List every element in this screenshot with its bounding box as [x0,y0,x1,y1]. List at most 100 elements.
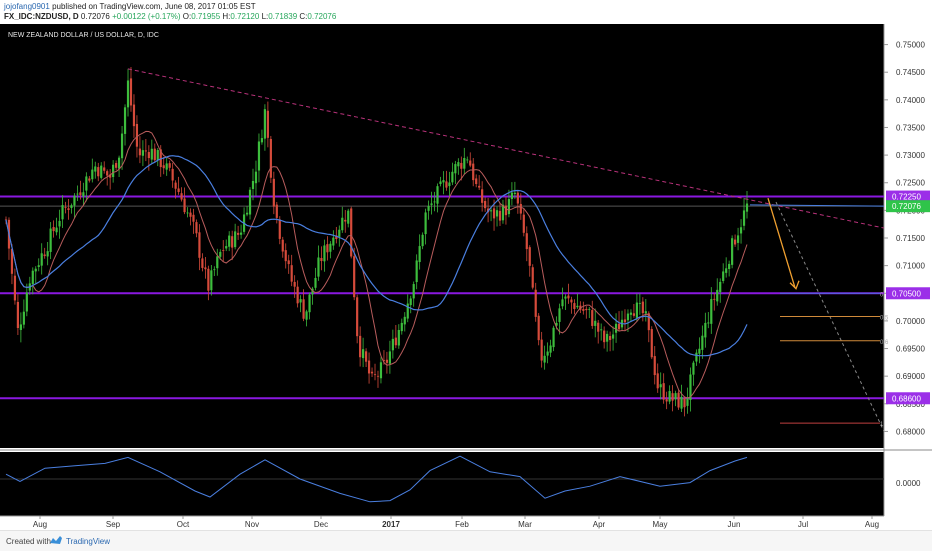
candle-body [522,214,525,233]
candle-body [73,195,76,206]
ma-slow-line [5,155,748,357]
oscillator-pane[interactable] [0,452,884,516]
candle-body [159,149,162,168]
candle-body [207,268,210,291]
candle-body [650,329,653,358]
price-tick-label: 0.71500 [896,234,925,243]
candle-body [534,289,537,317]
candle-body [356,297,359,337]
candle-body [278,219,281,239]
candle-body [64,207,67,208]
candle-body [504,205,508,216]
fib-level-label: 0.6 [880,340,889,346]
price-tick-label: 0.72500 [896,179,925,188]
candle-body [528,247,531,266]
candle-body [516,192,519,204]
candle-body [305,311,308,320]
time-tick-label: Jul [798,520,808,529]
tradingview-brand[interactable]: TradingView [66,537,111,546]
candle-body [677,392,680,408]
candle-body [603,330,606,343]
high-value: 0.72120 [230,12,260,21]
fib-level-label: 1 [880,422,884,428]
candle-body [400,322,403,332]
candle-body [370,371,374,374]
time-tick-label: Aug [865,520,879,529]
candle-body [382,360,386,361]
candle-body [489,210,493,212]
candle-body [745,203,749,212]
candle-body [722,271,725,282]
candle-body [171,168,174,181]
price-tick-label: 0.69000 [896,372,925,381]
oscillator: 0.0000 [0,455,921,503]
price-axis[interactable] [884,24,932,516]
candle-body [710,299,713,324]
footer-bar: Created with TradingView [0,530,932,551]
candle-body [698,348,701,354]
candle-body [338,229,341,238]
candle-body [180,193,183,200]
candle-body [4,219,8,221]
chart-canvas[interactable]: NEW ZEALAND DOLLAR / US DOLLAR, D, IDC 0… [0,24,932,530]
candle-body [445,181,448,188]
price-badge [886,200,930,213]
candle-body [686,398,689,406]
candle-body [373,374,377,376]
candle-body [564,296,567,299]
candle-body [576,305,579,308]
candle-body [707,322,710,324]
candle-body [177,188,180,192]
price-change: +0.00122 (+0.17%) [112,12,181,21]
candle-body [22,311,25,325]
chart-header: jojofang0901 published on TradingView.co… [0,0,932,24]
candle-body [478,185,481,188]
candle-body [692,362,695,375]
price-tick-label: 0.71000 [896,262,925,271]
candle-body [311,288,314,295]
candle-body [728,263,731,270]
candle-body [725,268,728,273]
price-badge [886,190,930,203]
candle-body [231,236,234,248]
candle-body [260,138,264,143]
candle-body [61,205,64,220]
price-pane[interactable] [0,24,884,448]
author-link[interactable]: jojofang0901 [4,2,50,11]
candle-body [123,107,127,134]
candle-body [100,165,103,178]
candle-body [415,260,418,283]
candle-body [418,246,421,263]
candle-body [510,192,514,200]
candle-body [302,299,305,319]
candle-body [341,217,344,231]
candle-body [742,210,746,226]
candle-body [314,277,317,288]
time-tick-label: Dec [314,520,328,529]
candle-body [457,162,460,167]
time-tick-label: Jun [728,520,741,529]
candle-body [76,193,79,195]
candle-body [94,166,97,172]
candle-body [704,322,707,338]
candle-body [55,227,58,233]
candle-body [19,324,22,330]
time-scale: Aug Sep Oct Nov Dec 2017 Feb Mar Apr May Jun Jul Aug [33,516,879,529]
candle-body [531,267,534,288]
candle-body [367,360,371,374]
close-value: 0.72076 [307,12,337,21]
candle-body [82,192,85,197]
candle-body [731,238,734,265]
tradingview-logo-icon[interactable] [49,534,63,548]
candle-body [558,308,561,322]
candle-body [34,268,37,272]
candle-body [653,356,656,376]
time-axis[interactable] [0,516,884,530]
price-tick-label: 0.69500 [896,345,925,354]
candle-body [269,138,272,178]
candle-body [284,250,287,262]
candle-body [147,152,150,159]
candle-body [67,208,70,210]
candle-body [406,303,409,319]
candle-body [88,178,91,181]
